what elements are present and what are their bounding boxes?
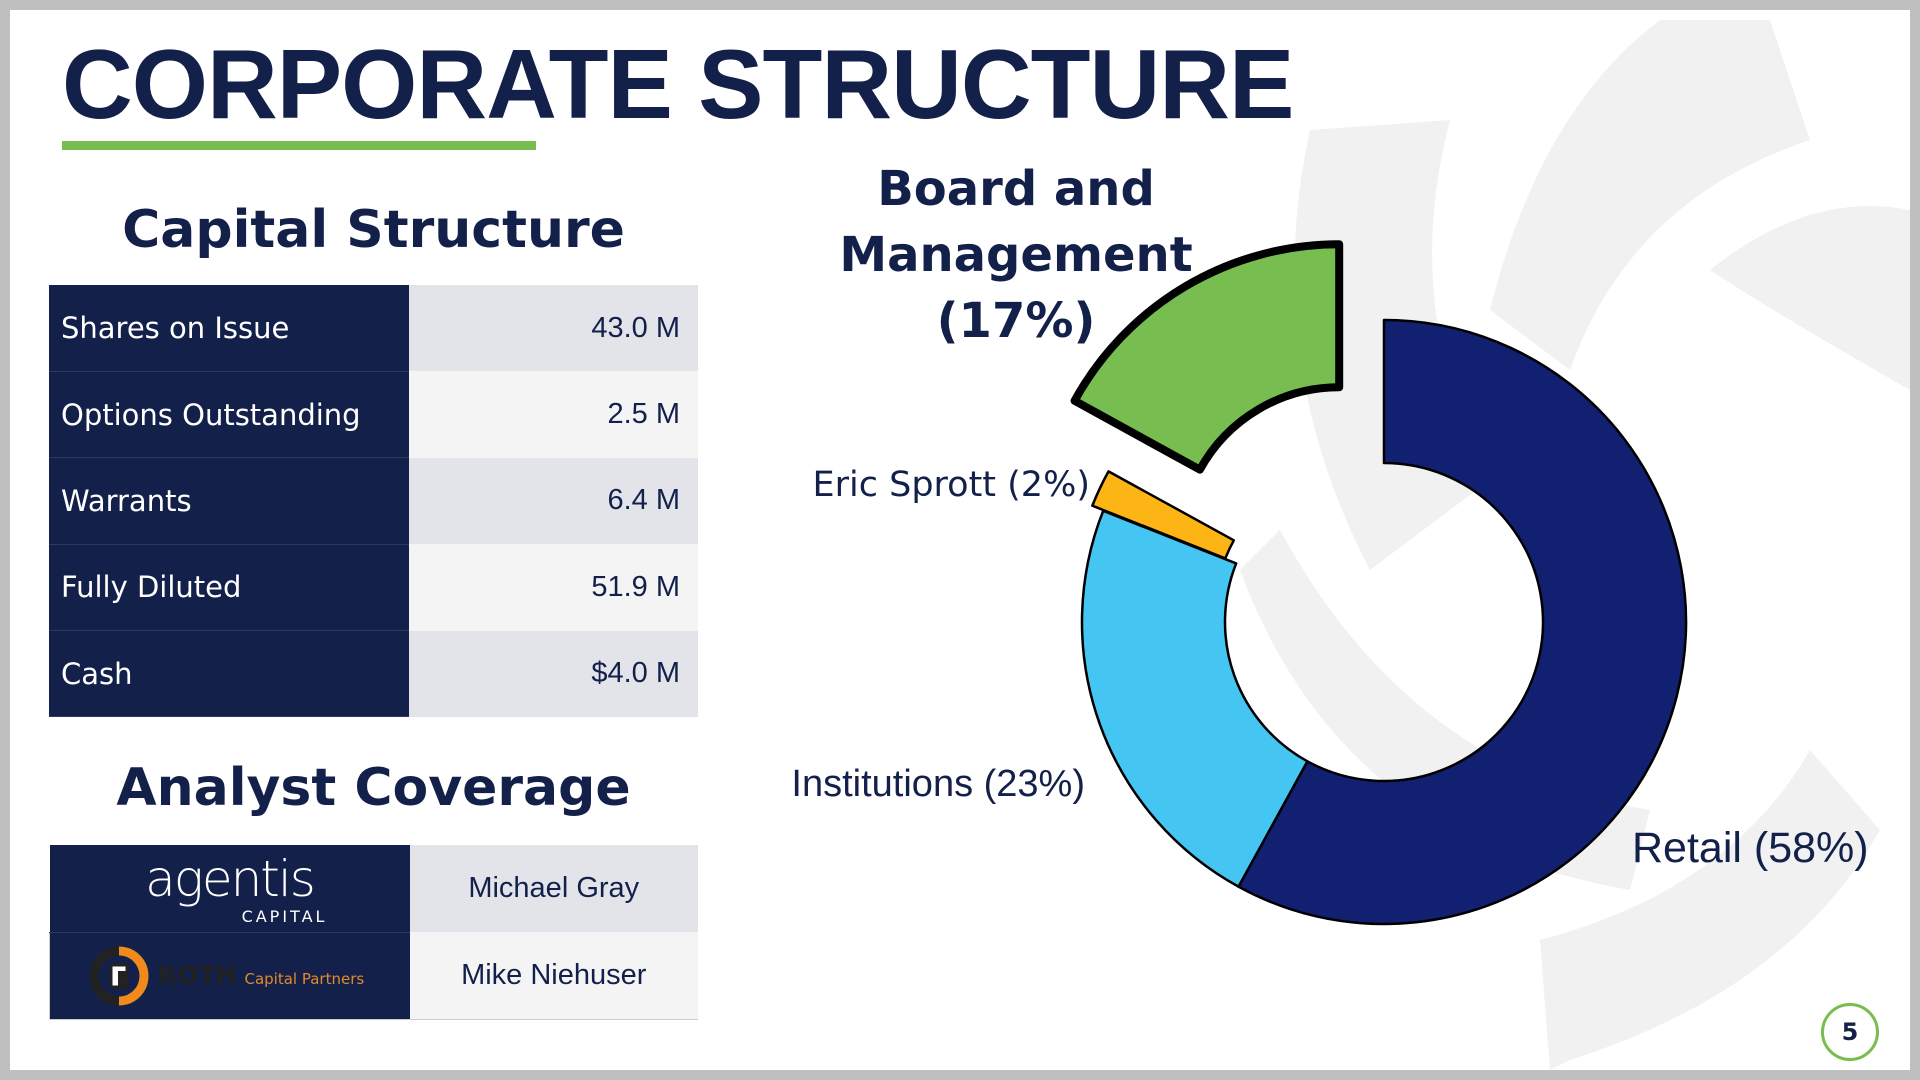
row-label: Options Outstanding bbox=[49, 371, 409, 459]
analyst-coverage-heading: Analyst Coverage bbox=[116, 758, 631, 818]
capital-structure-table: Shares on Issue 43.0 M Options Outstanding… bbox=[49, 285, 698, 718]
ownership-donut-chart bbox=[1070, 240, 1688, 926]
table-row: Options Outstanding 2.5 M bbox=[49, 371, 698, 459]
row-label: Cash bbox=[49, 630, 409, 718]
label-board-line: Management bbox=[839, 227, 1193, 283]
row-label: Shares on Issue bbox=[49, 285, 409, 372]
page-number: 5 bbox=[1821, 1003, 1879, 1061]
table-row: Fully Diluted 51.9 M bbox=[49, 544, 698, 632]
table-row: ROTH Capital Partners Mike Niehuser bbox=[49, 932, 698, 1020]
label-eric-sprott: Eric Sprott (2%) bbox=[812, 465, 1090, 505]
analyst-name: Michael Gray bbox=[409, 845, 698, 932]
table-row: Shares on Issue 43.0 M bbox=[49, 285, 698, 372]
row-label: Warrants bbox=[49, 457, 409, 545]
slide: CORPORATE STRUCTURE Capital Structure Sh… bbox=[10, 10, 1910, 1070]
label-board-line: Board and bbox=[877, 161, 1155, 217]
row-value: 43.0 M bbox=[409, 285, 698, 372]
analyst-coverage-table: agentis CAPITAL Michael Gray ROTH Capita… bbox=[49, 845, 698, 1020]
label-board-line: (17%) bbox=[936, 293, 1096, 349]
slice-board bbox=[1070, 240, 1344, 474]
roth-capital-logo: ROTH Capital Partners bbox=[49, 932, 410, 1020]
row-value: 2.5 M bbox=[409, 371, 698, 458]
table-row: agentis CAPITAL Michael Gray bbox=[49, 845, 698, 933]
row-value: 51.9 M bbox=[409, 544, 698, 631]
slice-eric bbox=[1091, 470, 1236, 560]
agentis-capital-logo: agentis CAPITAL bbox=[49, 845, 410, 933]
roth-logo-icon bbox=[89, 946, 149, 1005]
row-value: $4.0 M bbox=[409, 630, 698, 717]
table-row: Cash $4.0 M bbox=[49, 630, 698, 718]
label-institutions: Institutions (23%) bbox=[791, 763, 1085, 805]
analyst-name: Mike Niehuser bbox=[409, 932, 698, 1020]
table-row: Warrants 6.4 M bbox=[49, 457, 698, 545]
page-title: CORPORATE STRUCTURE bbox=[62, 29, 1294, 139]
label-retail: Retail (58%) bbox=[1632, 824, 1869, 872]
row-value: 6.4 M bbox=[409, 457, 698, 545]
slice-retail bbox=[1237, 318, 1688, 926]
capital-structure-heading: Capital Structure bbox=[122, 200, 625, 260]
slice-inst bbox=[1080, 509, 1309, 888]
title-underline bbox=[62, 141, 536, 150]
row-label: Fully Diluted bbox=[49, 544, 409, 632]
